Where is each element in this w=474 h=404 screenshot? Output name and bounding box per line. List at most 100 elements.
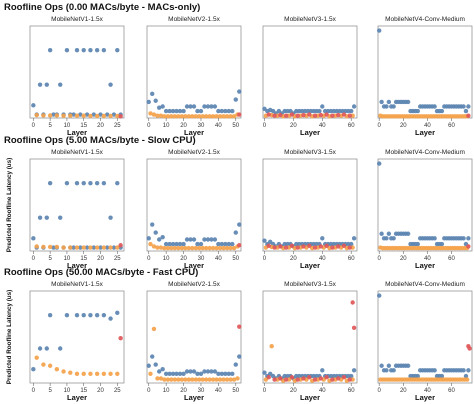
data-point: [197, 114, 202, 119]
data-point: [198, 108, 204, 114]
data-point: [226, 108, 232, 114]
data-point: [177, 371, 183, 376]
data-point: [88, 113, 93, 119]
data-point: [101, 371, 107, 376]
x-tick-label: 0: [147, 388, 151, 394]
data-point: [193, 377, 198, 382]
data-point: [148, 241, 153, 247]
data-point: [184, 237, 190, 242]
data-point: [186, 114, 191, 119]
data-point: [466, 368, 471, 373]
data-point: [295, 245, 300, 250]
data-point: [351, 368, 357, 373]
data-point: [88, 371, 93, 376]
data-point: [158, 376, 164, 381]
data-point: [44, 215, 49, 220]
x-tick-label: 60: [448, 256, 455, 262]
x-tick-label: 20: [400, 388, 407, 394]
x-axis-title: Layer: [415, 261, 435, 270]
data-point: [167, 108, 172, 114]
data-point: [181, 108, 186, 114]
data-point: [272, 245, 277, 250]
data-point: [336, 376, 341, 381]
data-point: [223, 241, 228, 247]
x-tick-label: 0: [378, 256, 382, 262]
data-point: [209, 104, 214, 109]
data-point: [212, 104, 218, 109]
data-point: [176, 377, 181, 382]
data-point: [115, 113, 120, 119]
x-tick-label: 10: [163, 123, 170, 129]
data-point: [172, 245, 178, 251]
data-point: [115, 245, 120, 250]
x-tick-label: 20: [400, 256, 407, 262]
plot-frame: [377, 290, 473, 384]
data-point: [179, 245, 185, 251]
data-point: [51, 112, 56, 117]
data-point: [150, 91, 155, 97]
data-point: [203, 377, 209, 382]
data-point: [341, 375, 347, 380]
panel-title: MobileNetV1-1.5x: [51, 281, 103, 288]
data-point: [289, 243, 295, 249]
data-point: [233, 230, 238, 235]
data-point: [68, 370, 73, 375]
data-point: [31, 367, 36, 372]
data-point: [54, 367, 60, 372]
x-tick-label: 50: [232, 388, 239, 394]
data-point: [101, 312, 107, 318]
x-axis-title: Layer: [184, 393, 204, 402]
x-tick-label: 5: [48, 256, 52, 262]
x-tick-label: 0: [32, 388, 36, 394]
data-point: [384, 236, 389, 241]
data-point: [58, 215, 63, 220]
data-point: [163, 371, 169, 376]
data-point: [295, 113, 300, 118]
data-point: [351, 104, 357, 109]
data-point: [163, 108, 169, 114]
data-point: [386, 363, 392, 368]
data-point: [219, 241, 225, 247]
data-point: [193, 114, 198, 119]
data-point: [156, 105, 162, 110]
plot-frame: [262, 158, 358, 252]
data-point: [272, 377, 277, 382]
x-tick-label: 20: [290, 123, 297, 129]
x-tick-label: 10: [163, 256, 170, 262]
data-point: [432, 104, 437, 109]
data-point: [283, 245, 289, 250]
data-point: [405, 231, 411, 236]
data-point: [183, 377, 188, 382]
data-point: [169, 377, 174, 382]
data-point: [212, 237, 218, 242]
data-point: [439, 373, 445, 379]
data-point: [54, 113, 60, 118]
data-point: [34, 112, 39, 118]
data-point: [212, 369, 218, 374]
data-point: [461, 236, 466, 241]
data-point: [386, 231, 392, 236]
x-tick-label: 0: [263, 388, 267, 394]
data-point: [153, 362, 158, 367]
data-point: [148, 371, 153, 376]
data-point: [466, 236, 471, 241]
x-tick-label: 20: [97, 256, 104, 262]
y-axis-label: Predicted Roofline Latency (us): [6, 158, 13, 252]
data-point: [191, 104, 197, 109]
data-point: [186, 377, 191, 382]
data-point: [324, 375, 329, 380]
x-tick-label: 0: [147, 256, 151, 262]
panel-1: MobileNetV2-1.5x 0 10 20 30 40 50 Layer: [146, 281, 242, 402]
x-tick-label: 25: [114, 388, 121, 394]
x-tick-label: 20: [180, 388, 187, 394]
x-tick-label: 40: [424, 256, 431, 262]
x-tick-label: 10: [163, 388, 170, 394]
data-point: [105, 112, 110, 117]
data-point: [176, 245, 181, 251]
data-point: [158, 113, 164, 118]
x-tick-label: 60: [448, 388, 455, 394]
data-point: [272, 113, 277, 118]
data-point: [195, 371, 200, 376]
data-point: [34, 244, 39, 249]
data-point: [165, 377, 171, 382]
